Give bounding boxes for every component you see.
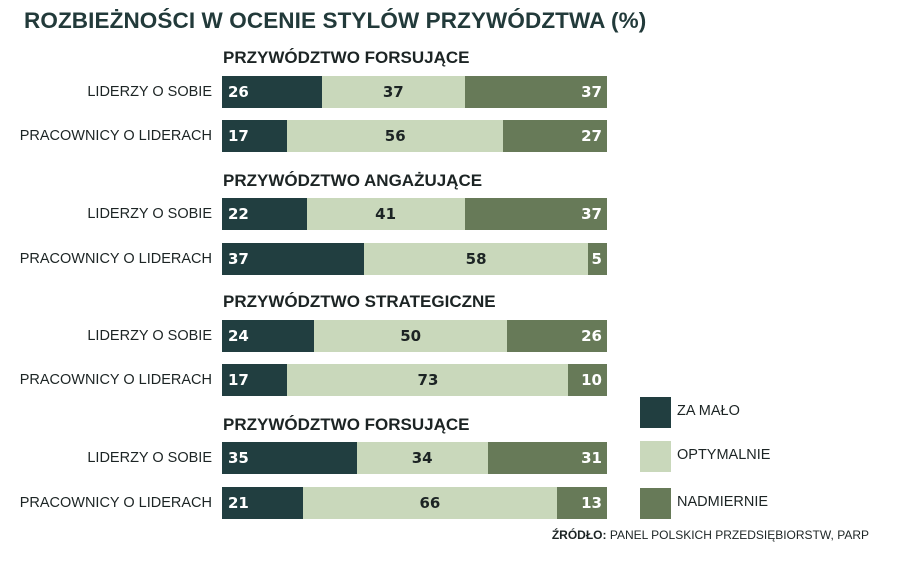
- legend-swatch-optymalnie: [640, 441, 671, 472]
- bar-segment-nadmiernie: 31: [487, 442, 607, 474]
- bar-segment-nadmiernie: 26: [506, 320, 607, 352]
- row-label: PRACOWNICY O LIDERACH: [19, 372, 212, 388]
- bar-segment-za-malo: 35: [222, 442, 357, 474]
- stacked-bar: 37 58 5: [222, 243, 607, 275]
- bar-segment-optymalnie: 50: [314, 320, 507, 352]
- bar-segment-optymalnie: 73: [287, 364, 569, 396]
- bar-segment-nadmiernie: 10: [568, 364, 607, 396]
- legend-label-optymalnie: OPTYMALNIE: [677, 447, 771, 463]
- stacked-bar: 26 37 37: [222, 76, 607, 108]
- bar-segment-optymalnie: 58: [364, 243, 588, 275]
- chart-title: ROZBIEŻNOŚCI W OCENIE STYLÓW PRZYWÓDZTWA…: [24, 8, 647, 33]
- row-label: LIDERZY O SOBIE: [87, 328, 212, 344]
- group-title: PRZYWÓDZTWO ANGAŻUJĄCE: [223, 171, 483, 190]
- row-label: LIDERZY O SOBIE: [87, 84, 212, 100]
- group-title: PRZYWÓDZTWO FORSUJĄCE: [223, 48, 470, 67]
- group-title: PRZYWÓDZTWO FORSUJĄCE: [223, 415, 470, 434]
- legend-label-nadmiernie: NADMIERNIE: [677, 494, 769, 510]
- bar-segment-optymalnie: 66: [302, 487, 557, 519]
- bar-segment-nadmiernie: 5: [587, 243, 607, 275]
- row-label: LIDERZY O SOBIE: [87, 206, 212, 222]
- legend-swatch-nadmiernie: [640, 488, 671, 519]
- stacked-bar: 35 34 31: [222, 442, 607, 474]
- bar-segment-optymalnie: 41: [306, 198, 465, 230]
- bar-segment-za-malo: 26: [222, 76, 323, 108]
- bar-segment-nadmiernie: 13: [556, 487, 607, 519]
- stacked-bar: 24 50 26: [222, 320, 607, 352]
- row-label: PRACOWNICY O LIDERACH: [19, 128, 212, 144]
- bar-segment-za-malo: 17: [222, 120, 288, 152]
- stacked-bar: 22 41 37: [222, 198, 607, 230]
- source-note: ŹRÓDŁO: PANEL POLSKICH PRZEDSIĘBIORSTW, …: [552, 528, 869, 542]
- bar-segment-nadmiernie: 37: [464, 198, 607, 230]
- row-label: PRACOWNICY O LIDERACH: [19, 251, 212, 267]
- bar-segment-nadmiernie: 37: [464, 76, 607, 108]
- stacked-bar: 17 73 10: [222, 364, 607, 396]
- source-text: PANEL POLSKICH PRZEDSIĘBIORSTW, PARP: [609, 528, 869, 542]
- bar-segment-optymalnie: 56: [287, 120, 504, 152]
- bar-segment-optymalnie: 37: [322, 76, 465, 108]
- row-label: PRACOWNICY O LIDERACH: [19, 495, 212, 511]
- legend-label-za-malo: ZA MAŁO: [677, 403, 740, 419]
- group-title: PRZYWÓDZTWO STRATEGICZNE: [223, 292, 496, 311]
- bar-segment-za-malo: 22: [222, 198, 307, 230]
- bar-segment-za-malo: 24: [222, 320, 315, 352]
- bar-segment-za-malo: 21: [222, 487, 303, 519]
- bar-segment-optymalnie: 34: [356, 442, 488, 474]
- stacked-bar: 17 56 27: [222, 120, 607, 152]
- bar-segment-nadmiernie: 27: [503, 120, 607, 152]
- bar-segment-za-malo: 37: [222, 243, 365, 275]
- row-label: LIDERZY O SOBIE: [87, 450, 212, 466]
- stacked-bar: 21 66 13: [222, 487, 607, 519]
- legend-swatch-za-malo: [640, 397, 671, 428]
- source-prefix: ŹRÓDŁO:: [551, 528, 607, 542]
- bar-segment-za-malo: 17: [222, 364, 288, 396]
